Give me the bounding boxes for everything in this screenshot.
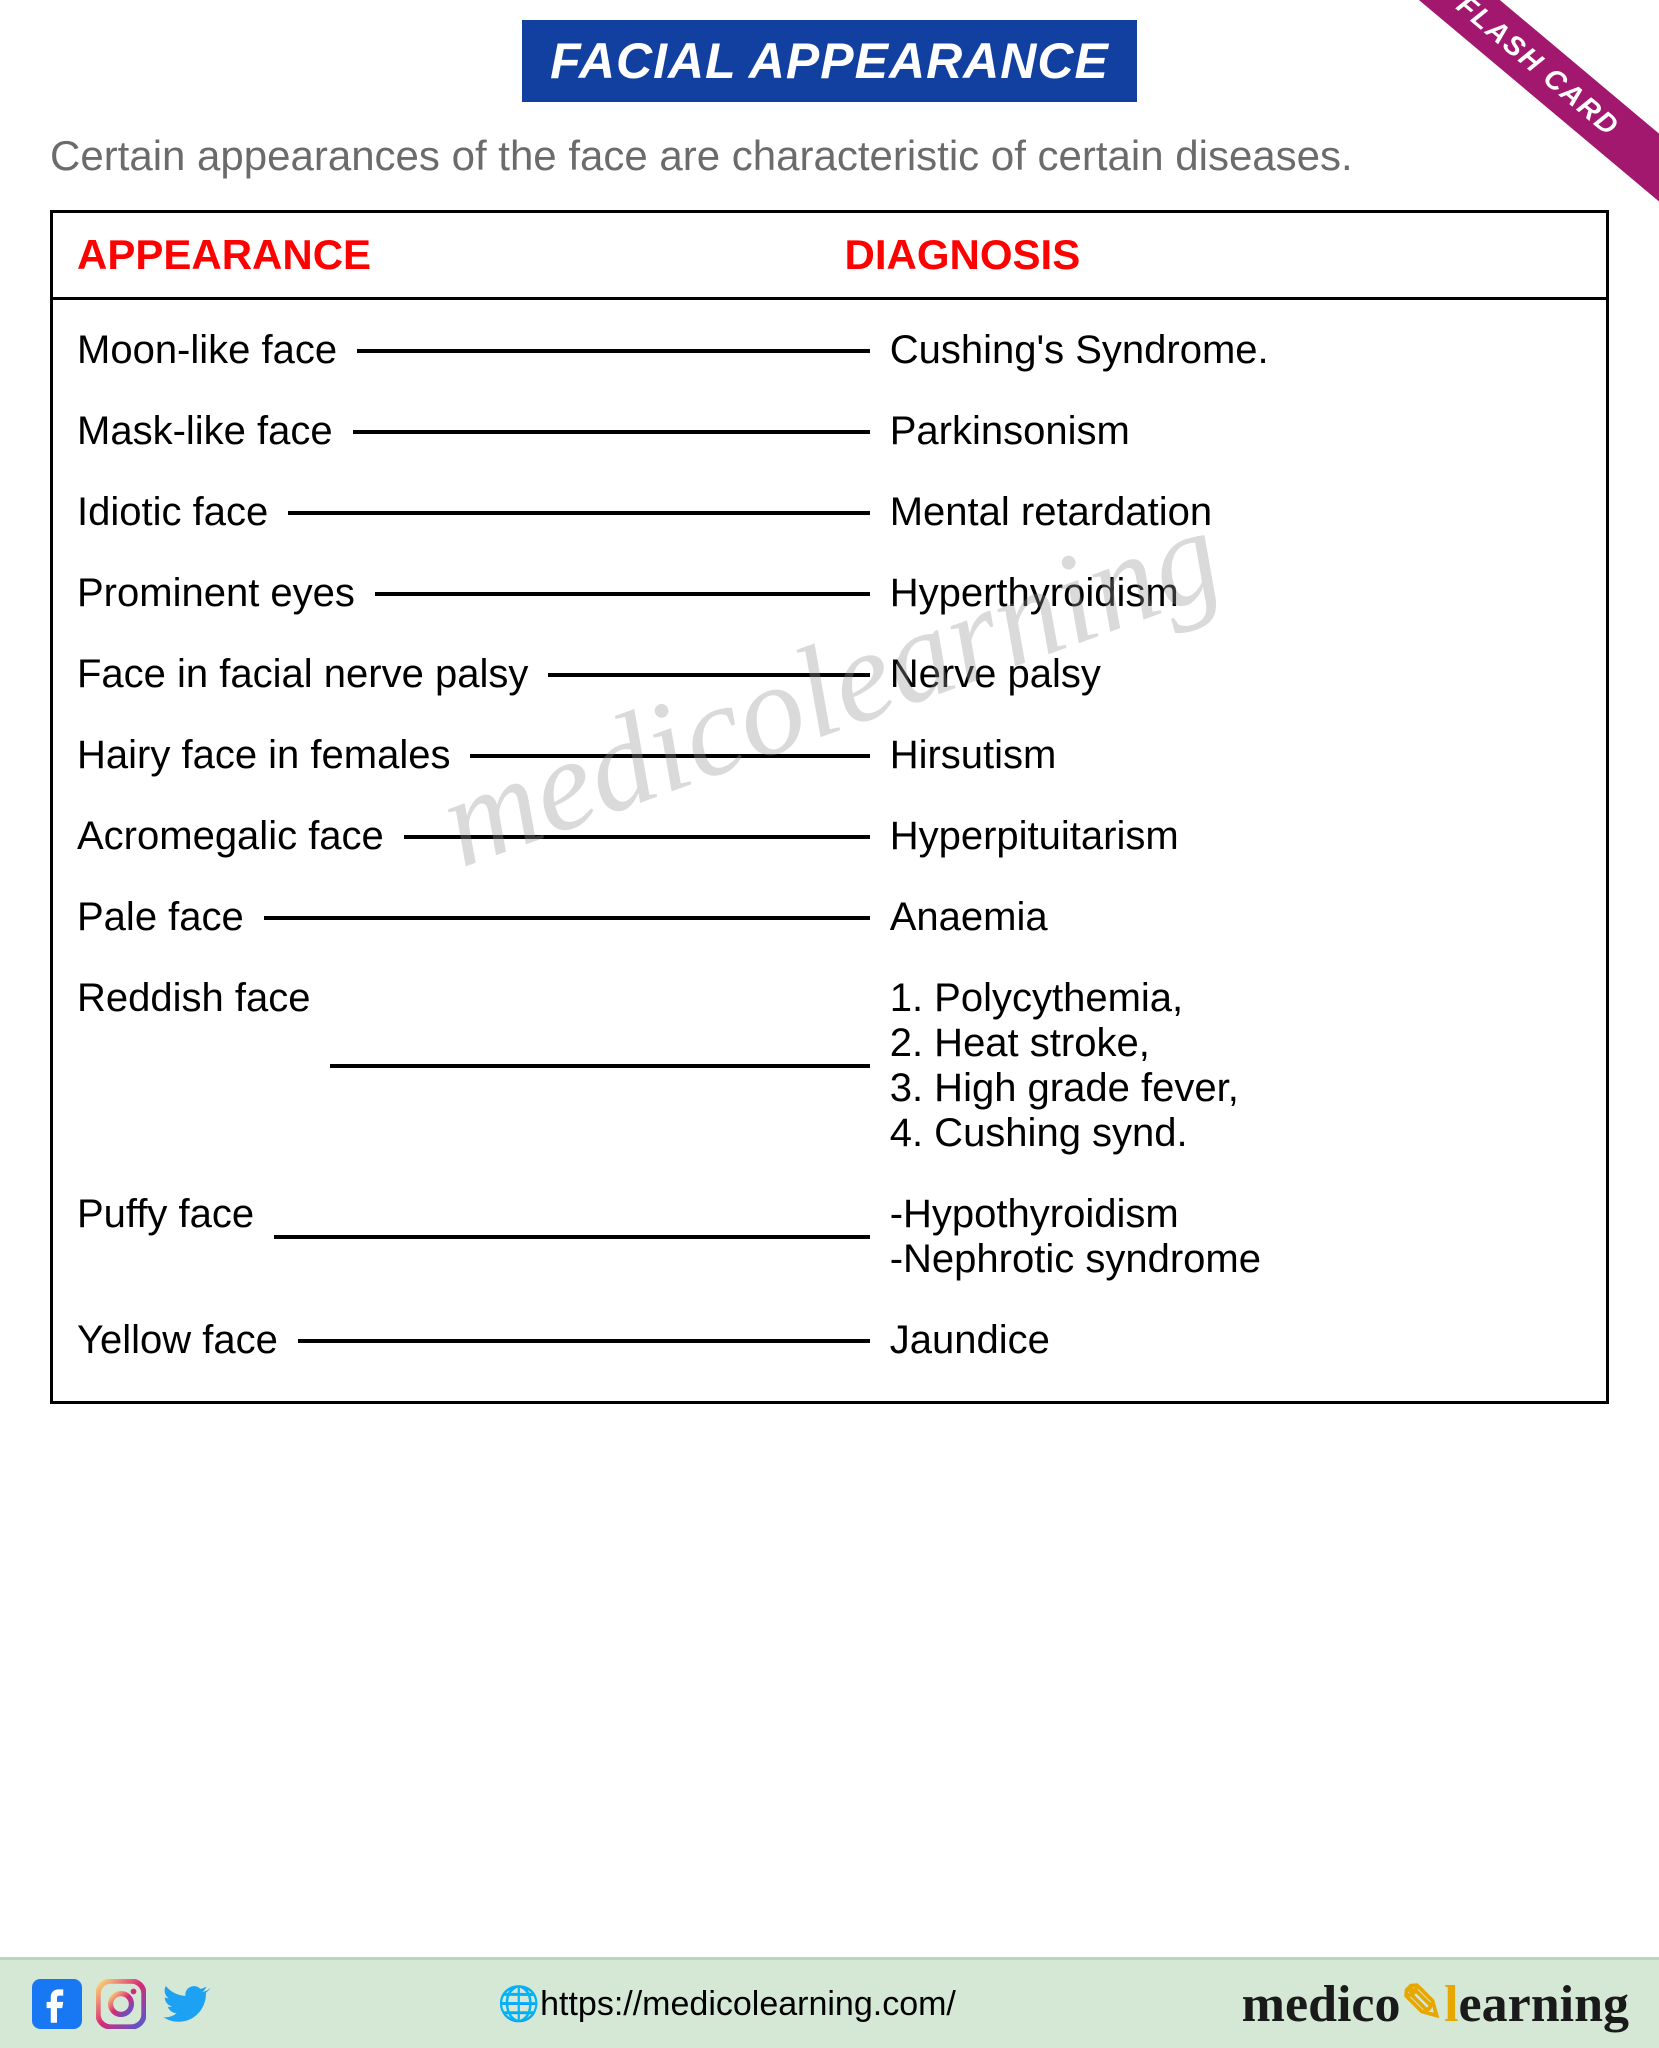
diagnosis-cell: Mental retardation — [890, 490, 1582, 535]
appearance-cell: Prominent eyes — [77, 571, 355, 616]
appearance-cell: Moon-like face — [77, 328, 337, 373]
url-text: https://medicolearning.com/ — [540, 1985, 956, 2023]
appearance-cell: Acromegalic face — [77, 814, 384, 859]
header-diagnosis: DIAGNOSIS — [845, 231, 1582, 279]
diagnosis-cell: -Hypothyroidism-Nephrotic syndrome — [890, 1192, 1582, 1282]
table-row: Moon-like face Cushing's Syndrome. — [77, 310, 1582, 391]
twitter-icon[interactable] — [158, 1977, 212, 2031]
diagnosis-line: Parkinsonism — [890, 409, 1582, 454]
table-header: APPEARANCE DIAGNOSIS — [53, 213, 1606, 300]
facebook-icon[interactable] — [30, 1977, 84, 2031]
appearance-cell: Face in facial nerve palsy — [77, 652, 528, 697]
appearance-cell: Idiotic face — [77, 490, 268, 535]
diagnosis-line: Hyperthyroidism — [890, 571, 1582, 616]
connector-line — [264, 916, 870, 920]
brand-logo: medico✎learning — [1242, 1974, 1629, 2034]
appearance-cell: Yellow face — [77, 1318, 278, 1363]
diagnosis-cell: Hyperthyroidism — [890, 571, 1582, 616]
connector-line — [353, 430, 870, 434]
appearance-cell: Mask-like face — [77, 409, 333, 454]
diagnosis-line: -Hypothyroidism — [890, 1192, 1582, 1237]
rows-container: Moon-like face Cushing's Syndrome. Mask-li… — [53, 300, 1606, 1401]
diagnosis-cell: Anaemia — [890, 895, 1582, 940]
diagnosis-cell: Hirsutism — [890, 733, 1582, 778]
appearance-cell: Reddish face — [77, 976, 310, 1021]
connector-line — [470, 754, 869, 758]
pencil-icon: ✎l — [1401, 1976, 1459, 2033]
diagnosis-cell: Nerve palsy — [890, 652, 1582, 697]
table-row: Prominent eyes Hyperthyroidism — [77, 553, 1582, 634]
table-row: Mask-like face Parkinsonism — [77, 391, 1582, 472]
diagnosis-line: 4. Cushing synd. — [890, 1111, 1582, 1156]
table-row: Reddish face 1. Polycythemia,2. Heat stro… — [77, 958, 1582, 1174]
diagnosis-line: Nerve palsy — [890, 652, 1582, 697]
table-row: Yellow face Jaundice — [77, 1300, 1582, 1381]
diagnosis-line: Jaundice — [890, 1318, 1582, 1363]
social-icons — [30, 1977, 212, 2031]
diagnosis-line: Hyperpituitarism — [890, 814, 1582, 859]
diagnosis-line: -Nephrotic syndrome — [890, 1237, 1582, 1282]
connector-line — [548, 673, 869, 677]
diagnosis-line: 1. Polycythemia, — [890, 976, 1582, 1021]
content-frame: medicolearning APPEARANCE DIAGNOSIS Moon… — [50, 210, 1609, 1404]
footer-url[interactable]: 🌐https://medicolearning.com/ — [212, 1984, 1242, 2024]
table-row: Idiotic face Mental retardation — [77, 472, 1582, 553]
table-row: Face in facial nerve palsy Nerve palsy — [77, 634, 1582, 715]
table-row: Pale face Anaemia — [77, 877, 1582, 958]
diagnosis-line: 3. High grade fever, — [890, 1066, 1582, 1111]
page-title: FACIAL APPEARANCE — [522, 20, 1137, 102]
diagnosis-line: Cushing's Syndrome. — [890, 328, 1582, 373]
diagnosis-line: Anaemia — [890, 895, 1582, 940]
connector-line — [274, 1235, 870, 1239]
globe-icon: 🌐 — [498, 1985, 540, 2023]
table-row: Puffy face -Hypothyroidism-Nephrotic synd… — [77, 1174, 1582, 1300]
appearance-cell: Hairy face in females — [77, 733, 450, 778]
diagnosis-line: Mental retardation — [890, 490, 1582, 535]
footer-bar: 🌐https://medicolearning.com/ medico✎lear… — [0, 1957, 1659, 2048]
diagnosis-line: Hirsutism — [890, 733, 1582, 778]
connector-line — [298, 1339, 870, 1343]
diagnosis-cell: Hyperpituitarism — [890, 814, 1582, 859]
diagnosis-cell: Cushing's Syndrome. — [890, 328, 1582, 373]
connector-line — [357, 349, 870, 353]
brand-part2: earning — [1459, 1976, 1629, 2033]
diagnosis-line: 2. Heat stroke, — [890, 1021, 1582, 1066]
subtitle-text: Certain appearances of the face are char… — [50, 132, 1609, 180]
table-row: Acromegalic face Hyperpituitarism — [77, 796, 1582, 877]
diagnosis-cell: 1. Polycythemia,2. Heat stroke,3. High g… — [890, 976, 1582, 1156]
instagram-icon[interactable] — [94, 1977, 148, 2031]
appearance-cell: Pale face — [77, 895, 244, 940]
appearance-cell: Puffy face — [77, 1192, 254, 1237]
connector-line — [330, 1064, 869, 1068]
diagnosis-cell: Parkinsonism — [890, 409, 1582, 454]
brand-part1: medico — [1242, 1976, 1401, 2033]
connector-line — [375, 592, 870, 596]
table-row: Hairy face in females Hirsutism — [77, 715, 1582, 796]
connector-line — [288, 511, 869, 515]
connector-line — [404, 835, 870, 839]
diagnosis-cell: Jaundice — [890, 1318, 1582, 1363]
header-appearance: APPEARANCE — [77, 231, 845, 279]
